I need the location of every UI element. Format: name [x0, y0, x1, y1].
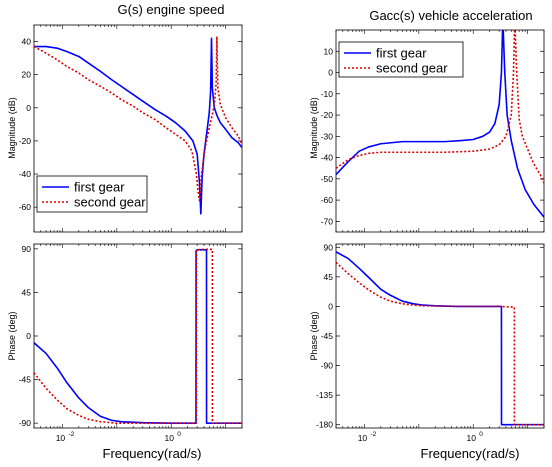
y-tick-label: 90	[324, 242, 334, 252]
series-line-second-gear	[34, 248, 242, 424]
y-tick-label: -20	[321, 110, 334, 120]
series-group	[336, 251, 544, 426]
y-tick-label: -90	[321, 361, 334, 371]
series-line-second-gear	[34, 35, 242, 202]
y-tick-label: 0	[26, 103, 31, 113]
y-tick-label: -60	[321, 195, 334, 205]
x-tick-label: 10	[358, 433, 368, 443]
y-axis-label-g-phase: Phase (deg)	[7, 311, 17, 360]
y-tick-label: -40	[19, 169, 32, 179]
y-tick-label: -50	[321, 174, 334, 184]
y-tick-label: -70	[321, 216, 334, 226]
y-axis-label-gacc-phase: Phase (deg)	[309, 311, 319, 360]
x-axis-label-gacc: Frequency(rad/s)	[421, 446, 520, 461]
x-tick-exponent: -2	[370, 431, 376, 438]
y-tick-label: -20	[19, 136, 32, 146]
x-tick-exponent: -2	[68, 431, 74, 438]
panel-gacc-phase: Phase (deg) Frequency(rad/s) 90 45 0 -45 -90…	[309, 242, 545, 461]
x-tick-exponent: 0	[479, 431, 483, 438]
y-tick-label: -45	[321, 331, 334, 341]
y-tick-label: -10	[321, 89, 334, 99]
y-tick-label: 40	[22, 37, 32, 47]
y-tick-label: -30	[321, 131, 334, 141]
y-tick-label: 90	[22, 244, 32, 254]
series-line-second-gear	[336, 30, 544, 184]
legend-entry: first gear	[74, 180, 125, 195]
y-axis-label-gacc-magnitude: Magnitude (dB)	[309, 97, 319, 159]
x-axis-label-g: Frequency(rad/s)	[103, 446, 202, 461]
series-line-first-gear	[34, 37, 242, 215]
y-tick-label: 10	[324, 46, 334, 56]
x-tick-label: 10	[56, 433, 66, 443]
x-tick-exponent: 0	[177, 431, 181, 438]
panel-gacc-magnitude: Gacc(s) vehicle acceleration Magnitude (…	[309, 8, 545, 233]
series-line-second-gear	[336, 261, 544, 426]
y-tick-label: -45	[19, 375, 32, 385]
y-tick-label: 45	[22, 287, 32, 297]
x-tick-label: 10	[164, 433, 174, 443]
chart-title-gacc: Gacc(s) vehicle acceleration	[369, 8, 532, 23]
legend-box	[338, 41, 464, 78]
legend-box	[36, 175, 148, 213]
y-tick-label: 0	[328, 68, 333, 78]
series-group	[34, 248, 242, 424]
plot-area	[335, 243, 545, 429]
legend-entry: second gear	[376, 61, 448, 76]
y-tick-label: -135	[316, 390, 333, 400]
series-line-first-gear	[336, 30, 544, 218]
series-group	[34, 35, 242, 215]
y-tick-label: 0	[328, 301, 333, 311]
y-tick-label: 45	[324, 272, 334, 282]
panel-g-phase: Phase (deg) Frequency(rad/s) 90 45 0 -45 -90…	[7, 243, 243, 461]
legend-entry: first gear	[376, 46, 427, 61]
series-line-first-gear	[34, 249, 242, 424]
y-tick-label: -60	[19, 202, 32, 212]
y-tick-label: -40	[321, 153, 334, 163]
panel-g-magnitude: G(s) engine speed Magnitude (dB) 40 20 0 -2…	[7, 2, 243, 233]
legend-entry: second gear	[74, 195, 146, 210]
x-tick-label: 10	[466, 433, 476, 443]
series-group	[336, 30, 544, 218]
y-axis-label-g-magnitude: Magnitude (dB)	[7, 97, 17, 159]
chart-title-g: G(s) engine speed	[118, 2, 225, 17]
y-tick-label: -180	[316, 420, 333, 430]
y-tick-label: 0	[26, 331, 31, 341]
y-tick-label: 20	[22, 70, 32, 80]
y-tick-label: -90	[19, 418, 32, 428]
plot-area	[33, 243, 243, 429]
